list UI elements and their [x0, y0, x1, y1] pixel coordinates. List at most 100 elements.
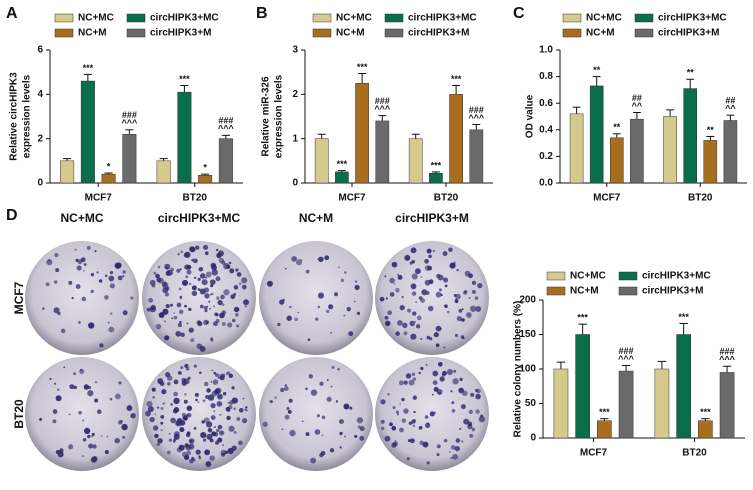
significance-label: ** [613, 122, 621, 132]
colony [216, 296, 220, 300]
colony [158, 312, 165, 318]
colony [191, 290, 198, 297]
colony [183, 399, 188, 404]
colony [418, 296, 423, 300]
colony [451, 409, 456, 413]
colony [92, 444, 97, 449]
significance-label: *** [577, 313, 588, 323]
bar [630, 118, 644, 184]
colony [238, 282, 242, 286]
colony [173, 391, 178, 397]
colony [77, 259, 83, 265]
legend-swatch [546, 271, 566, 281]
colony [199, 371, 202, 375]
significance-label: ### [375, 96, 390, 106]
significance-label: ### [720, 347, 735, 357]
bar [314, 138, 329, 184]
colony [68, 444, 74, 450]
significance-label: *** [451, 74, 462, 84]
colony [39, 417, 43, 421]
colony [104, 295, 109, 300]
colony [413, 410, 416, 414]
colony [317, 292, 325, 299]
colony [281, 428, 284, 431]
legend-label: NC+MC [336, 13, 372, 24]
legend-swatch [618, 286, 638, 296]
colony [117, 420, 123, 425]
colony [354, 280, 358, 283]
colony [170, 303, 173, 307]
colony [344, 271, 347, 274]
colony [156, 442, 160, 447]
dish [259, 241, 373, 355]
bar [101, 173, 116, 184]
colony [209, 438, 214, 443]
colony [109, 397, 113, 401]
colony [94, 250, 97, 253]
colony [188, 438, 195, 445]
colony [455, 438, 461, 443]
legend-label: circHIPK3+MC [150, 13, 219, 24]
colony [280, 387, 285, 393]
y-tick-label: 100 [519, 364, 536, 375]
colony [379, 296, 385, 302]
colony [446, 310, 450, 314]
significance-label: ^^ [725, 104, 736, 114]
panel-label: D [6, 207, 18, 224]
colony [401, 418, 407, 423]
colony [230, 294, 236, 300]
colony [463, 290, 468, 294]
colony [157, 265, 161, 269]
colony [86, 245, 91, 250]
bar [122, 133, 137, 184]
bar [569, 113, 584, 184]
colony [183, 455, 190, 461]
colony [243, 299, 250, 306]
colony [170, 267, 175, 272]
colony [425, 290, 430, 296]
colony [420, 276, 423, 278]
colony [104, 274, 108, 278]
colony [46, 259, 53, 266]
colony [108, 275, 115, 282]
panel-label: B [256, 5, 268, 22]
colony [216, 252, 222, 259]
colony [168, 438, 173, 442]
significance-label: ^^ [632, 101, 643, 111]
colony [305, 387, 308, 391]
y-axis-label: Relative circHIPK3 [9, 72, 20, 161]
colony [326, 379, 329, 382]
colony [193, 258, 198, 264]
colony [149, 279, 156, 286]
colony [381, 426, 385, 431]
colony [310, 389, 318, 396]
colony [475, 306, 482, 312]
bar [177, 91, 192, 184]
colony [448, 247, 453, 252]
colony [197, 277, 201, 281]
significance-label: ** [707, 125, 715, 135]
bar [719, 372, 735, 439]
y-tick-label: 0 [37, 178, 43, 189]
significance-label: ## [632, 93, 642, 103]
colony [173, 440, 176, 443]
x-tick-label: BT20 [688, 193, 713, 204]
colony [122, 270, 126, 274]
colony [288, 398, 293, 403]
colony [203, 417, 210, 424]
colony [109, 283, 115, 289]
colony [81, 296, 87, 302]
bar [610, 137, 624, 184]
colony [284, 267, 287, 270]
colony [359, 426, 365, 432]
legend-swatch [634, 13, 654, 23]
bar [618, 370, 634, 439]
colony [186, 322, 189, 325]
significance-label: *** [678, 312, 689, 322]
colony [176, 268, 181, 273]
bar [429, 172, 443, 184]
colony [189, 459, 194, 464]
colony [389, 422, 393, 427]
colony [130, 296, 134, 300]
